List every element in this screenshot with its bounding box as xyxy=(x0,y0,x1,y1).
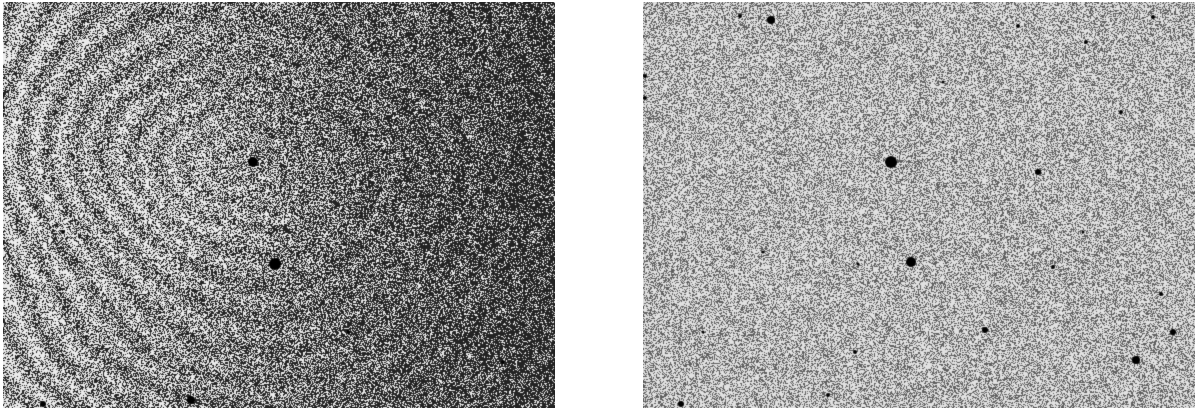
corrected-image-canvas xyxy=(643,2,1195,408)
raw-fringed-image xyxy=(3,2,555,408)
corrected-image xyxy=(643,2,1195,408)
raw-image-canvas xyxy=(3,2,555,408)
